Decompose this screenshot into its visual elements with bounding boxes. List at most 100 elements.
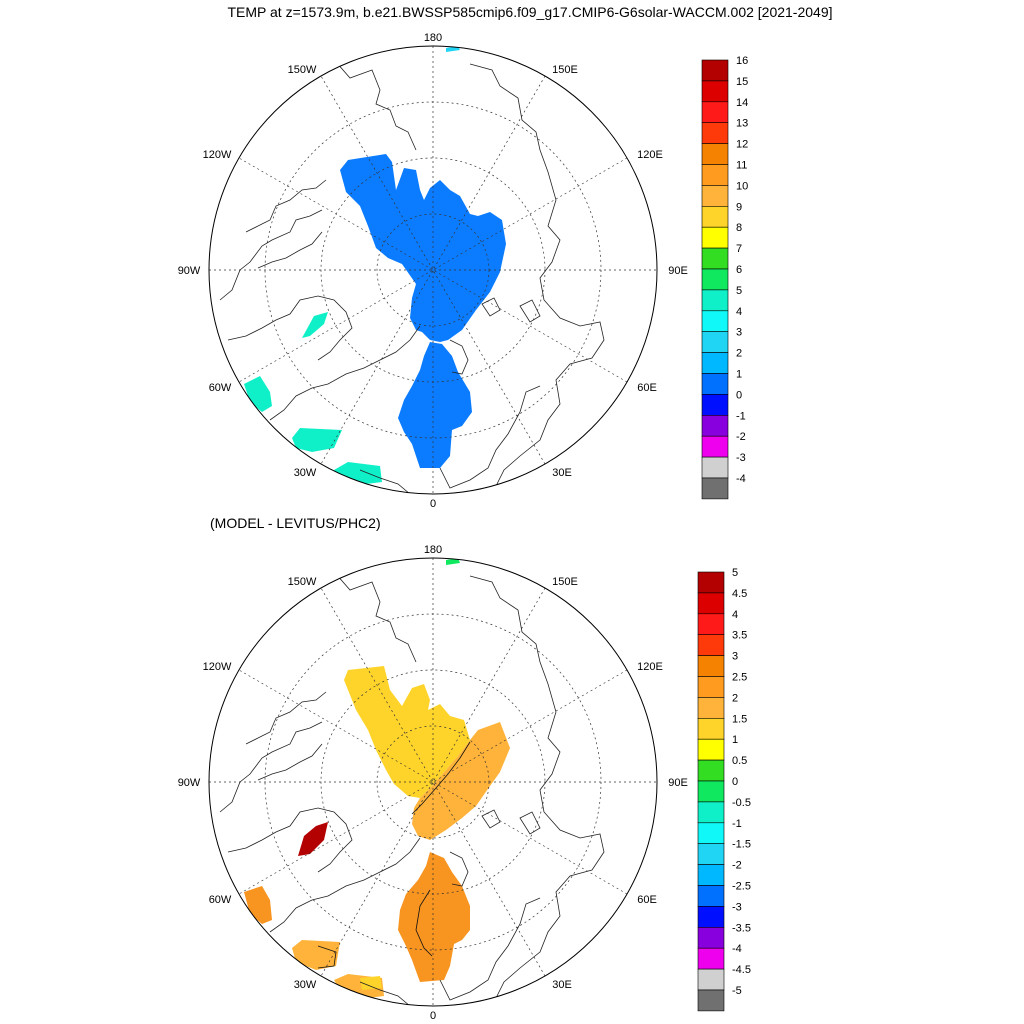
colorbar-tick-label: 1 bbox=[736, 369, 742, 381]
colorbar-swatch bbox=[701, 394, 729, 416]
field-region-greenland-sw bbox=[244, 376, 272, 412]
colorbar-tick-label: -2 bbox=[732, 860, 742, 872]
colorbar-swatch bbox=[697, 843, 725, 865]
lon-label-90w: 90W bbox=[178, 265, 201, 277]
lon-label-180: 180 bbox=[424, 544, 442, 556]
lon-label-150e: 150E bbox=[552, 64, 578, 76]
colorbar-swatch bbox=[697, 801, 725, 824]
field-region-fram bbox=[398, 852, 470, 982]
colorbar-tick-label: -4.5 bbox=[732, 964, 751, 976]
lon-label-120e: 120E bbox=[637, 661, 663, 673]
field-region-greenland-sw bbox=[244, 886, 272, 924]
bottom-coastlines bbox=[219, 571, 605, 1006]
colorbar-swatch bbox=[701, 268, 729, 291]
lon-label-150e: 150E bbox=[552, 576, 578, 588]
colorbar-tick-label: 10 bbox=[736, 180, 748, 192]
colorbar-tick-label: 0.5 bbox=[732, 755, 747, 767]
colorbar-swatch bbox=[697, 864, 725, 886]
colorbar-swatch bbox=[701, 80, 729, 103]
lon-label-60e: 60E bbox=[637, 894, 657, 906]
lon-label-30e: 30E bbox=[552, 979, 572, 991]
lon-label-180: 180 bbox=[424, 32, 442, 44]
colorbar-swatch bbox=[701, 185, 729, 207]
figure-title: TEMP at z=1573.9m, b.e21.BWSSP585cmip6.f… bbox=[227, 4, 832, 20]
colorbar-tick-label: 3 bbox=[732, 651, 738, 663]
colorbar-swatch bbox=[701, 435, 729, 458]
colorbar-swatch bbox=[697, 676, 725, 698]
colorbar-swatch bbox=[701, 373, 729, 395]
colorbar-swatch bbox=[701, 122, 729, 144]
colorbar-tick-label: -1.5 bbox=[732, 839, 751, 851]
colorbar-tick-label: -3.5 bbox=[732, 922, 751, 934]
colorbar-swatch bbox=[697, 780, 725, 803]
colorbar-swatch bbox=[701, 101, 729, 124]
colorbar-tick-label: -2 bbox=[736, 431, 746, 443]
field-region-bering bbox=[446, 558, 460, 565]
colorbar-tick-label: 14 bbox=[736, 97, 748, 109]
colorbar-tick-label: -2.5 bbox=[732, 881, 751, 893]
colorbar-swatch bbox=[701, 59, 729, 82]
colorbar-tick-label: -4 bbox=[736, 473, 746, 485]
lon-label-30w: 30W bbox=[294, 979, 317, 991]
colorbar-tick-label: 16 bbox=[736, 55, 748, 67]
field-region-labrador bbox=[298, 822, 328, 856]
colorbar-tick-label: 4.5 bbox=[732, 588, 747, 600]
colorbar-swatch bbox=[701, 456, 729, 479]
colorbar-swatch bbox=[697, 634, 725, 656]
colorbar-swatch bbox=[701, 247, 729, 270]
bottom-lon-labels: 180 150E 120E 90E 60E 30E 0 30W 60W 90W … bbox=[178, 544, 688, 1022]
colorbar-tick-label: -3 bbox=[732, 901, 742, 913]
lon-label-120e: 120E bbox=[637, 149, 663, 161]
colorbar-swatch bbox=[701, 414, 729, 437]
colorbar-tick-label: 0 bbox=[732, 776, 738, 788]
colorbar-swatch bbox=[697, 885, 725, 907]
colorbar-tick-label: -0.5 bbox=[732, 797, 751, 809]
colorbar-tick-label: 2 bbox=[732, 692, 738, 704]
field-region-fram bbox=[398, 342, 472, 468]
lon-label-120w: 120W bbox=[203, 661, 232, 673]
lon-label-150w: 150W bbox=[288, 576, 317, 588]
colorbar-tick-label: 13 bbox=[736, 118, 748, 130]
field-region-arctic bbox=[340, 154, 506, 342]
colorbar-swatch bbox=[697, 906, 725, 928]
colorbar-swatch bbox=[697, 759, 725, 782]
colorbar-tick-label: 4 bbox=[736, 306, 742, 318]
lon-label-60e: 60E bbox=[637, 382, 657, 394]
top-graticule bbox=[209, 46, 657, 494]
colorbar-swatch bbox=[701, 477, 729, 500]
colorbar-swatch bbox=[701, 206, 729, 228]
top-lon-labels: 180 150E 120E 90E 60E 30E 0 30W 60W 90W … bbox=[178, 32, 688, 510]
colorbar-tick-label: 5 bbox=[736, 285, 742, 297]
bottom-contours bbox=[317, 741, 471, 969]
field-region-irminger bbox=[292, 428, 342, 452]
colorbar-swatch bbox=[697, 968, 725, 991]
bottom-map-boundary bbox=[208, 557, 658, 1007]
lon-label-0: 0 bbox=[430, 1010, 436, 1022]
lon-label-0: 0 bbox=[430, 498, 436, 510]
colorbar-swatch bbox=[697, 571, 725, 594]
figure-subtitle: (MODEL - LEVITUS/PHC2) bbox=[210, 515, 381, 531]
colorbar-tick-label: 7 bbox=[736, 243, 742, 255]
bottom-map: 180 150E 120E 90E 60E 30E 0 30W 60W 90W … bbox=[178, 544, 688, 1022]
colorbar-tick-label: -1 bbox=[736, 410, 746, 422]
lon-label-30e: 30E bbox=[552, 467, 572, 479]
colorbar-tick-label: 1.5 bbox=[732, 713, 747, 725]
field-region-eurasian bbox=[412, 722, 510, 840]
colorbar-swatch bbox=[697, 926, 725, 949]
field-region-arctic-west bbox=[344, 666, 470, 798]
colorbar-swatch bbox=[701, 352, 729, 374]
colorbar-tick-label: 3.5 bbox=[732, 630, 747, 642]
colorbar-tick-label: -1 bbox=[732, 818, 742, 830]
field-region-irminger bbox=[292, 940, 340, 970]
colorbar-swatch bbox=[697, 822, 725, 844]
colorbar-tick-label: 12 bbox=[736, 139, 748, 151]
colorbar-swatch bbox=[701, 289, 729, 312]
bottom-graticule bbox=[209, 558, 657, 1006]
colorbar-tick-label: 0 bbox=[736, 389, 742, 401]
field-region-labrador bbox=[302, 312, 328, 338]
colorbar-tick-label: -4 bbox=[732, 943, 742, 955]
bottom-colorbar: 5 4.5 4 3.5 3 2.5 2 1.5 1 0.5 0 -0.5 -1 -1.5 -2 -2.5 -3 -… bbox=[697, 567, 751, 1012]
colorbar-tick-label: 2 bbox=[736, 348, 742, 360]
